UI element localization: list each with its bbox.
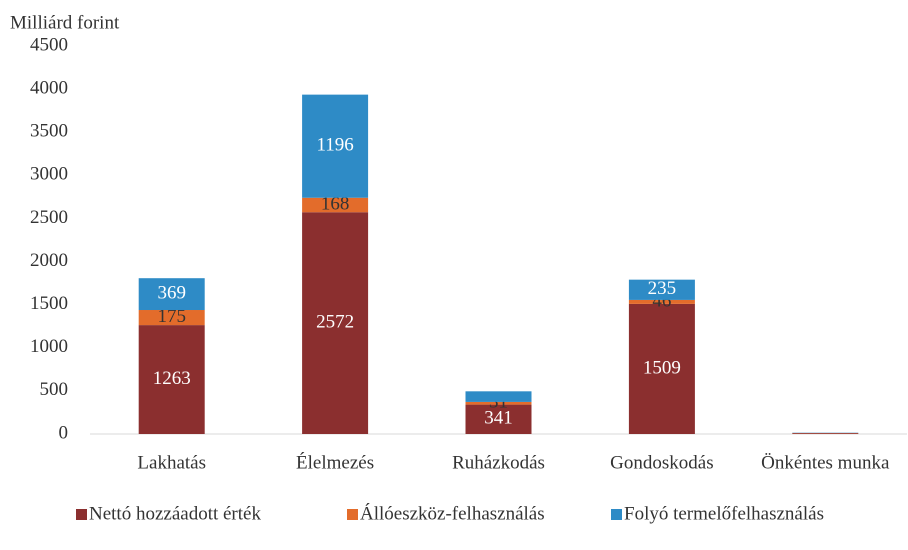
- bar-segment: [628, 303, 695, 434]
- bar-segment: [628, 299, 695, 304]
- y-tick-label: 500: [40, 379, 69, 400]
- value-label: 369: [157, 282, 186, 303]
- legend-label: Folyó termelőfelhasználás: [624, 503, 824, 524]
- bar-segment: [302, 212, 369, 434]
- legend-swatch: [76, 509, 87, 520]
- y-tick-label: 1500: [30, 293, 68, 314]
- value-label: 1263: [153, 368, 191, 389]
- x-tick-label: Élelmezés: [296, 451, 374, 473]
- x-tick-label: Önkéntes munka: [761, 452, 890, 473]
- value-label: 235: [648, 278, 677, 299]
- y-tick-label: 3000: [30, 164, 68, 185]
- legend-swatch: [347, 509, 358, 520]
- bar-segment: [465, 401, 532, 405]
- x-tick-label: Gondoskodás: [610, 452, 713, 473]
- bar-segment: [792, 433, 859, 434]
- legend-swatch: [611, 509, 622, 520]
- y-tick-label: 0: [59, 422, 69, 443]
- bar-segment: [138, 278, 205, 311]
- bar-segment: [138, 325, 205, 434]
- bar-segment: [628, 279, 695, 300]
- bar-segment: [465, 391, 532, 402]
- y-axis-label: Milliárd forint: [10, 12, 120, 33]
- value-label: 1509: [643, 357, 681, 378]
- bar-segment: [138, 310, 205, 326]
- x-tick-label: Ruházkodás: [452, 452, 545, 473]
- value-label: 341: [484, 408, 513, 429]
- x-tick-label: Lakhatás: [137, 452, 206, 473]
- y-tick-label: 4000: [30, 77, 68, 98]
- y-tick-label: 2000: [30, 250, 68, 271]
- bar-segment: [302, 94, 369, 198]
- value-label: 168: [321, 193, 350, 214]
- legend-label: Állóeszköz-felhasználás: [360, 502, 545, 524]
- legend-label: Nettó hozzáadott érték: [89, 503, 261, 524]
- value-label: 2572: [316, 311, 354, 332]
- y-tick-label: 4500: [30, 34, 68, 55]
- bar-segment: [465, 404, 532, 434]
- value-label: 175: [157, 306, 186, 327]
- bar-segment: [302, 197, 369, 213]
- y-tick-label: 3500: [30, 121, 68, 142]
- y-tick-label: 2500: [30, 207, 68, 228]
- value-label: 1196: [316, 135, 353, 156]
- y-tick-label: 1000: [30, 336, 68, 357]
